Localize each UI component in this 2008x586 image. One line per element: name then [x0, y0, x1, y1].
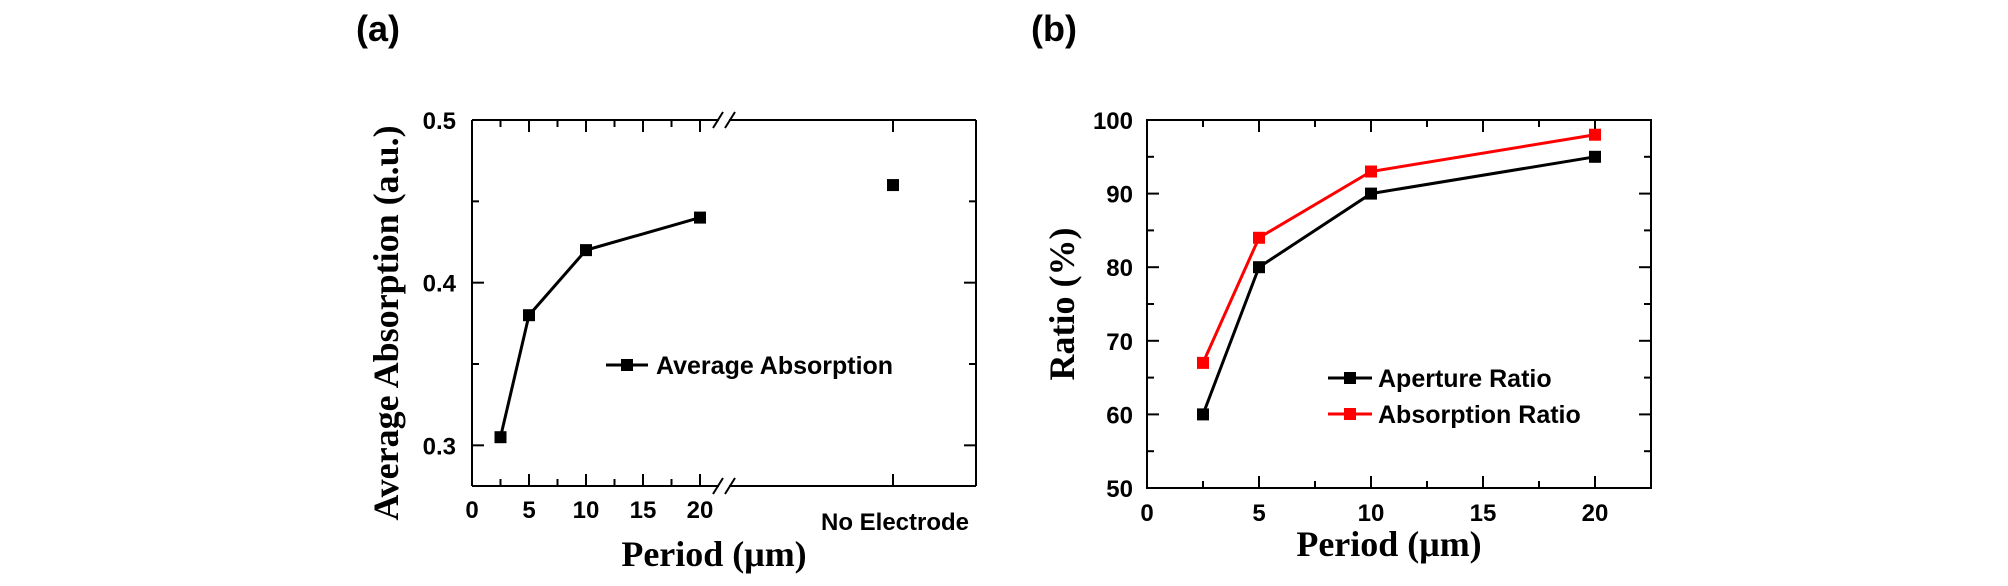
data-point	[1197, 408, 1209, 421]
y-tick-label: 100	[1093, 108, 1133, 135]
x-tick-label: 10	[573, 497, 600, 524]
y-tick-label: 0.3	[423, 433, 456, 460]
y-tick-label: 60	[1106, 402, 1133, 429]
data-point	[694, 211, 706, 224]
series-line-absorption-ratio	[1201, 133, 1596, 364]
panel-label-b: (b)	[1031, 8, 1077, 49]
data-point	[1365, 187, 1377, 200]
axis-break-mark	[712, 111, 724, 129]
legend-marker	[621, 359, 633, 371]
data-point	[1197, 356, 1209, 369]
x-tick-label-no-electrode: No Electrode	[821, 509, 969, 536]
x-tick-label: 20	[687, 497, 714, 524]
x-tick-label: 10	[1358, 500, 1385, 527]
x-tick-label: 20	[1582, 500, 1609, 527]
legend-label: Average Absorption	[656, 352, 893, 380]
chart-b: 50 60 70 80 90 100 0 5 10 15 20 Period (μm) Ratio (%…	[1042, 108, 1652, 564]
y-tick-label: 0.5	[423, 108, 456, 135]
y-tick-label: 90	[1106, 182, 1133, 209]
x-tick-label: 15	[630, 497, 657, 524]
legend-label: Absorption Ratio	[1378, 401, 1581, 429]
data-point	[580, 244, 592, 257]
x-tick-label: 15	[1470, 500, 1497, 527]
y-tick-label: 50	[1106, 476, 1133, 503]
x-tick-label: 0	[1140, 500, 1153, 527]
y-axis-title: Average Absorption (a.u.)	[366, 125, 406, 520]
legend-marker	[1344, 372, 1356, 384]
data-point	[1253, 261, 1265, 274]
data-point	[1589, 128, 1601, 141]
x-axis-title: Period (μm)	[621, 534, 806, 574]
panel-label-a: (a)	[356, 8, 400, 49]
y-tick-label: 0.4	[423, 271, 457, 298]
x-tick-label: 0	[465, 497, 478, 524]
x-tick-label: 5	[522, 497, 535, 524]
data-point	[1253, 231, 1265, 244]
axis-break-mark	[724, 477, 736, 495]
x-axis-title: Period (μm)	[1296, 524, 1481, 564]
chart-a: 0.3 0.4 0.5 0 5 10 15 20 No Electrode Period (μm)…	[366, 108, 977, 574]
axis-break-mark	[712, 477, 724, 495]
data-point	[494, 431, 507, 444]
y-tick-label: 80	[1106, 255, 1133, 282]
y-axis-title: Ratio (%)	[1042, 228, 1082, 381]
data-point-no-electrode	[887, 179, 899, 192]
legend-label: Aperture Ratio	[1378, 365, 1552, 393]
legend-marker	[1344, 408, 1356, 420]
y-tick-label: 70	[1106, 329, 1133, 356]
series-line-average-absorption	[499, 216, 701, 438]
axis-break-mark	[724, 111, 736, 129]
data-point	[1365, 165, 1377, 178]
x-tick-label: 5	[1252, 500, 1265, 527]
series-line-aperture-ratio	[1201, 155, 1596, 415]
plot-frame	[1146, 119, 1652, 489]
data-point	[523, 309, 535, 322]
data-point	[1589, 150, 1601, 163]
